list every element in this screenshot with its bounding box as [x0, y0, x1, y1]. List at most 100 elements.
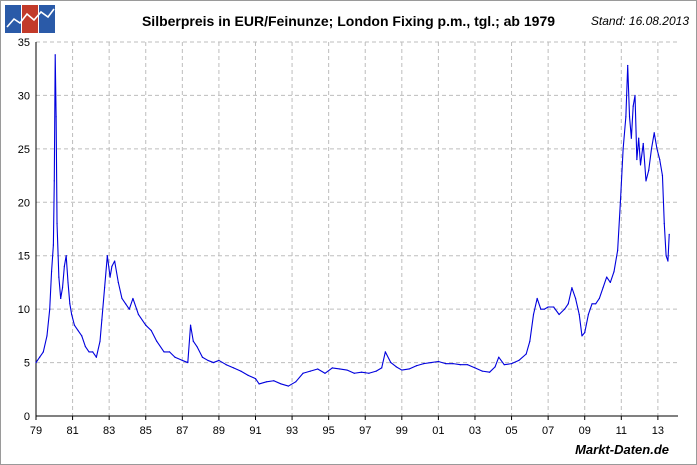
data-point	[92, 351, 94, 353]
x-tick-label: 11	[616, 425, 627, 437]
data-point	[106, 255, 108, 257]
data-point	[663, 223, 665, 225]
data-point	[613, 271, 615, 273]
x-tick-label: 89	[213, 425, 225, 437]
data-point	[207, 359, 209, 362]
data-point	[553, 306, 555, 308]
data-point	[73, 324, 76, 326]
data-point	[254, 378, 257, 380]
data-point	[498, 356, 500, 358]
data-point	[58, 276, 60, 278]
date-stamp: Stand: 16.08.2013	[590, 14, 689, 28]
data-point	[540, 308, 542, 310]
y-tick-label: 35	[18, 37, 30, 49]
data-point	[656, 148, 658, 150]
data-point	[628, 116, 631, 118]
brand-label: Markt-Daten.de	[575, 442, 669, 457]
data-point	[584, 332, 586, 334]
data-point	[627, 64, 629, 67]
data-point	[558, 313, 560, 316]
data-point	[273, 380, 275, 382]
data-point	[595, 303, 597, 305]
data-point	[564, 308, 566, 310]
data-point	[437, 360, 439, 363]
data-point	[295, 381, 297, 383]
data-point	[218, 359, 220, 362]
data-point	[659, 158, 661, 161]
data-point	[481, 370, 483, 372]
data-point	[287, 385, 290, 387]
data-point	[571, 287, 573, 289]
data-point	[346, 369, 348, 371]
data-point	[39, 356, 41, 358]
x-tick-label: 05	[505, 425, 517, 437]
data-point	[132, 297, 134, 300]
data-point	[489, 371, 491, 373]
data-point	[634, 94, 636, 97]
data-point	[494, 366, 496, 368]
y-tick-label: 15	[18, 251, 30, 263]
data-point	[71, 313, 73, 316]
data-point	[117, 281, 119, 284]
data-point	[54, 54, 56, 56]
x-tick-label: 07	[542, 425, 554, 437]
data-point	[632, 105, 634, 107]
data-point	[661, 174, 664, 177]
y-tick-label: 0	[24, 411, 30, 423]
data-point	[415, 365, 418, 367]
x-tick-label: 83	[103, 425, 115, 437]
data-point	[247, 374, 249, 376]
logo-trend-icon	[6, 8, 55, 28]
y-tick-label: 25	[18, 144, 30, 156]
data-point	[574, 297, 577, 300]
data-point	[630, 137, 632, 139]
data-point	[638, 137, 640, 139]
data-point	[150, 329, 152, 332]
data-point	[61, 287, 64, 289]
data-point	[163, 351, 165, 353]
data-point	[81, 335, 83, 337]
data-point	[258, 383, 260, 385]
data-point	[578, 313, 580, 316]
data-point	[196, 345, 198, 348]
data-point	[408, 368, 410, 370]
data-point	[525, 353, 527, 355]
data-point	[55, 116, 57, 118]
data-point	[543, 308, 546, 310]
data-point	[103, 287, 106, 289]
data-point	[109, 276, 111, 278]
data-point	[84, 345, 86, 348]
data-point	[622, 148, 624, 150]
x-tick-label: 91	[249, 425, 261, 437]
data-point	[353, 372, 355, 374]
data-point	[99, 340, 101, 342]
data-point	[46, 335, 48, 337]
x-tick-label: 87	[176, 425, 188, 437]
data-point	[518, 359, 520, 362]
y-tick-label: 30	[18, 90, 30, 102]
data-point	[121, 297, 123, 300]
data-point	[77, 329, 79, 332]
data-point	[63, 265, 65, 267]
data-point	[114, 260, 116, 262]
data-point	[50, 271, 53, 273]
data-point	[532, 313, 535, 316]
data-point	[145, 324, 147, 326]
x-tick-label: 79	[30, 425, 42, 437]
series-path	[35, 54, 670, 387]
data-point	[60, 297, 62, 300]
data-point	[650, 148, 653, 150]
data-point	[510, 363, 513, 365]
series-line	[35, 54, 670, 387]
data-point	[390, 361, 392, 364]
data-point	[317, 368, 319, 370]
data-point	[128, 308, 130, 310]
x-tick-label: 01	[432, 425, 444, 437]
data-point	[49, 308, 51, 310]
data-point	[35, 361, 37, 364]
y-tick-label: 5	[24, 358, 30, 370]
data-point	[384, 351, 386, 353]
data-point	[225, 364, 227, 366]
data-point	[137, 313, 140, 316]
